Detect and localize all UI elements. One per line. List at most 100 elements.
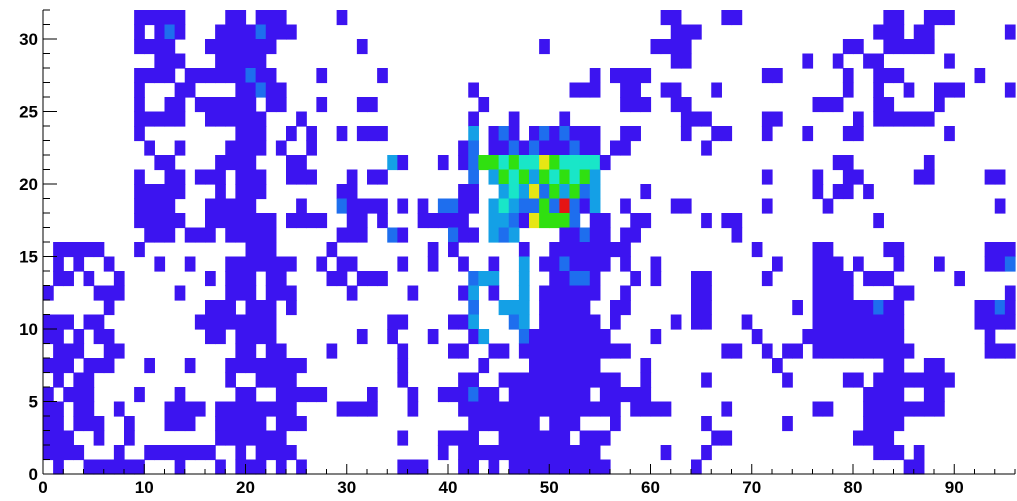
heatmap-cell [691, 24, 702, 40]
heatmap-cell [468, 314, 479, 330]
heatmap-cell [539, 300, 550, 316]
heatmap-cell [518, 445, 530, 461]
heatmap-cell [589, 126, 601, 142]
heatmap-cell [235, 343, 247, 359]
heatmap-cell [255, 111, 267, 127]
heatmap-cell [529, 343, 540, 359]
heatmap-cell [934, 401, 945, 417]
heatmap-cell [488, 140, 500, 156]
heatmap-cell [184, 358, 196, 374]
heatmap-cell [265, 39, 277, 55]
heatmap-cell [549, 184, 560, 200]
heatmap-cell [559, 126, 571, 142]
heatmap-cell [275, 401, 287, 417]
heatmap-cell [812, 242, 824, 258]
heatmap-cell [508, 459, 520, 475]
heatmap-cell [853, 343, 864, 359]
heatmap-cell [721, 430, 733, 446]
heatmap-cell [103, 285, 115, 301]
heatmap-cell [245, 140, 257, 156]
heatmap-cell [853, 256, 864, 272]
heatmap-cell [235, 387, 247, 403]
heatmap-cell [488, 198, 500, 214]
heatmap-cell [235, 97, 247, 113]
heatmap-cell [518, 140, 530, 156]
heatmap-cell [225, 68, 236, 84]
heatmap-cell [944, 126, 955, 142]
heatmap-cell [275, 387, 287, 403]
heatmap-cell [518, 256, 530, 272]
heatmap-cell [529, 387, 540, 403]
heatmap-cell [63, 242, 74, 258]
heatmap-cell [286, 155, 297, 171]
heatmap-cell [367, 198, 378, 214]
heatmap-cell [164, 198, 176, 214]
heatmap-cell [346, 184, 358, 200]
heatmap-cell [458, 445, 469, 461]
heatmap-cell [498, 155, 510, 171]
heatmap-cell [701, 271, 712, 287]
heatmap-cell [873, 82, 884, 98]
heatmap-cell [883, 387, 895, 403]
heatmap-cell [286, 285, 297, 301]
heatmap-cell [407, 387, 419, 403]
heatmap-cell [549, 300, 560, 316]
heatmap-cell [842, 329, 854, 345]
heatmap-cell [205, 271, 216, 287]
heatmap-cell [822, 401, 834, 417]
heatmap-cell [164, 10, 176, 26]
heatmap-cell [164, 53, 176, 69]
heatmap-cell [448, 314, 459, 330]
heatmap-cell [174, 24, 186, 40]
heatmap-cell [782, 372, 793, 388]
heatmap-cell [356, 97, 368, 113]
heatmap-cell [286, 300, 297, 316]
heatmap-cell [853, 314, 864, 330]
heatmap-cell [599, 242, 611, 258]
heatmap-cell [610, 416, 621, 432]
heatmap-cell [255, 227, 267, 243]
heatmap-cell [559, 213, 571, 229]
heatmap-cell [458, 372, 469, 388]
heatmap-cell [316, 97, 328, 113]
heatmap-cell [225, 300, 236, 316]
heatmap-cell [205, 329, 216, 345]
heatmap-cell [215, 97, 226, 113]
heatmap-cell [164, 111, 176, 127]
heatmap-cell [387, 329, 398, 345]
heatmap-cell [873, 111, 884, 127]
heatmap-cell [579, 198, 591, 214]
heatmap-cell [569, 343, 581, 359]
heatmap-cell [488, 416, 500, 432]
heatmap-cell [599, 329, 611, 345]
heatmap-cell [205, 213, 216, 229]
heatmap-cell [518, 155, 530, 171]
heatmap-cell [194, 227, 206, 243]
heatmap-cell [873, 53, 884, 69]
heatmap-cell [225, 213, 236, 229]
heatmap-cell [478, 401, 490, 417]
heatmap-cell [539, 39, 550, 55]
heatmap-cell [569, 184, 581, 200]
heatmap-cell [1004, 300, 1016, 316]
heatmap-cell [468, 387, 479, 403]
heatmap-cell [134, 213, 145, 229]
heatmap-cell [336, 227, 348, 243]
heatmap-cell [782, 343, 793, 359]
heatmap-cell [549, 401, 560, 417]
heatmap-cell [478, 271, 490, 287]
x-tick-label: 20 [236, 478, 255, 496]
heatmap-cell [559, 445, 571, 461]
heatmap-cell [468, 126, 479, 142]
heatmap-cell [205, 445, 216, 461]
heatmap-cell [397, 459, 409, 475]
heatmap-cell [458, 343, 469, 359]
heatmap-cell [620, 68, 631, 84]
heatmap-cell [984, 329, 996, 345]
heatmap-cell [954, 271, 965, 287]
heatmap-cell [427, 213, 439, 229]
heatmap-cell [508, 227, 520, 243]
heatmap-cell [559, 198, 571, 214]
heatmap-cell [387, 227, 398, 243]
heatmap-cell [134, 198, 145, 214]
